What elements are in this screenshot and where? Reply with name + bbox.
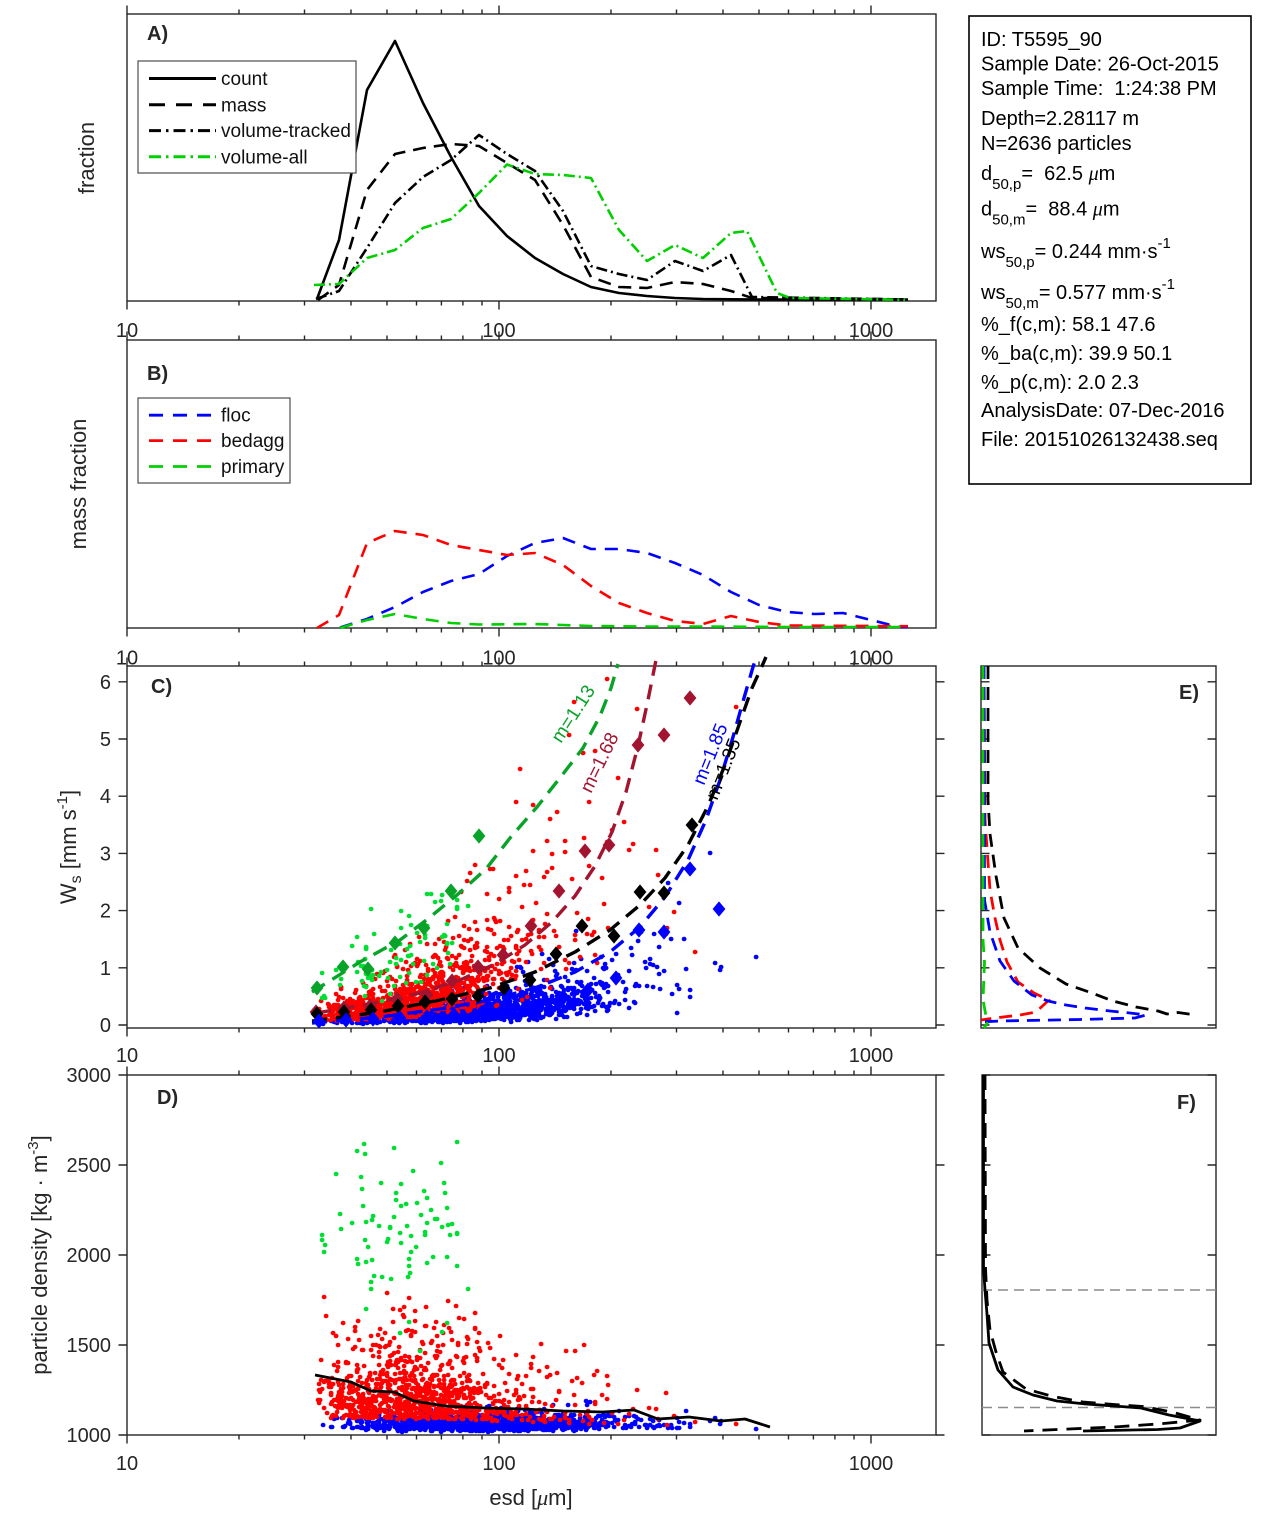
svg-text:5: 5 bbox=[100, 729, 111, 751]
svg-text:Depth=2.28117 m: Depth=2.28117 m bbox=[981, 108, 1139, 130]
svg-text:primary: primary bbox=[221, 457, 285, 478]
svg-text:2500: 2500 bbox=[67, 1155, 112, 1177]
svg-text:bedagg: bedagg bbox=[221, 431, 284, 452]
svg-text:100: 100 bbox=[482, 1453, 515, 1475]
svg-text:3000: 3000 bbox=[67, 1065, 112, 1087]
svg-text:1000: 1000 bbox=[849, 320, 894, 342]
svg-text:F): F) bbox=[1177, 1092, 1196, 1114]
svg-text:1: 1 bbox=[100, 958, 111, 980]
svg-text:ID: T5595_90: ID: T5595_90 bbox=[981, 29, 1102, 51]
svg-text:1000: 1000 bbox=[849, 1453, 894, 1475]
svg-text:AnalysisDate: 07-Dec-2016: AnalysisDate: 07-Dec-2016 bbox=[981, 400, 1224, 422]
svg-text:N=2636 particles: N=2636 particles bbox=[981, 133, 1132, 155]
svg-text:%_f(c,m): 58.1 47.6: %_f(c,m): 58.1 47.6 bbox=[981, 314, 1156, 336]
svg-text:%_p(c,m): 2.0 2.3: %_p(c,m): 2.0 2.3 bbox=[981, 372, 1139, 394]
svg-text:10: 10 bbox=[116, 1045, 138, 1067]
svg-text:mass: mass bbox=[221, 95, 266, 116]
svg-text:D): D) bbox=[157, 1087, 178, 1109]
svg-text:E): E) bbox=[1179, 682, 1199, 704]
svg-text:1500: 1500 bbox=[67, 1335, 112, 1357]
svg-text:2000: 2000 bbox=[67, 1245, 112, 1267]
svg-text:B): B) bbox=[147, 363, 168, 385]
svg-text:mass fraction: mass fraction bbox=[66, 419, 91, 550]
svg-text:volume-all: volume-all bbox=[221, 147, 308, 168]
svg-text:3: 3 bbox=[100, 843, 111, 865]
svg-text:10: 10 bbox=[116, 1453, 138, 1475]
svg-text:1000: 1000 bbox=[849, 1045, 894, 1067]
svg-text:6: 6 bbox=[100, 672, 111, 694]
svg-text:2: 2 bbox=[100, 901, 111, 923]
svg-text:A): A) bbox=[147, 23, 168, 45]
svg-text:particle density [kg · m-3]: particle density [kg · m-3] bbox=[25, 1135, 52, 1375]
svg-text:100: 100 bbox=[482, 1045, 515, 1067]
svg-text:fraction: fraction bbox=[74, 122, 99, 194]
svg-text:count: count bbox=[221, 69, 268, 90]
svg-text:0: 0 bbox=[100, 1015, 111, 1037]
svg-text:%_ba(c,m): 39.9 50.1: %_ba(c,m): 39.9 50.1 bbox=[981, 343, 1172, 365]
svg-text:Sample Time: 1:24:38 PM: Sample Time: 1:24:38 PM bbox=[981, 78, 1217, 100]
svg-text:1000: 1000 bbox=[67, 1425, 112, 1447]
svg-text:100: 100 bbox=[482, 320, 515, 342]
svg-text:10: 10 bbox=[116, 320, 138, 342]
svg-text:volume-tracked: volume-tracked bbox=[221, 121, 351, 142]
svg-text:esd [μm]: esd [μm] bbox=[489, 1485, 572, 1510]
svg-text:Sample Date: 26-Oct-2015: Sample Date: 26-Oct-2015 bbox=[981, 54, 1219, 76]
svg-text:File: 20151026132438.seq: File: 20151026132438.seq bbox=[981, 429, 1218, 451]
svg-text:C): C) bbox=[151, 676, 172, 698]
svg-text:4: 4 bbox=[100, 786, 111, 808]
svg-text:floc: floc bbox=[221, 406, 251, 427]
